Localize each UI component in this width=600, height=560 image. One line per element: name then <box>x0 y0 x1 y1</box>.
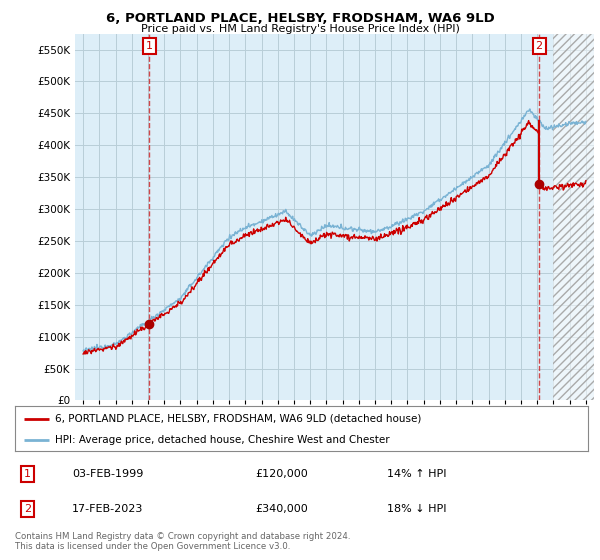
Text: 6, PORTLAND PLACE, HELSBY, FRODSHAM, WA6 9LD (detached house): 6, PORTLAND PLACE, HELSBY, FRODSHAM, WA6… <box>55 413 421 423</box>
Text: £340,000: £340,000 <box>256 504 308 514</box>
Text: 17-FEB-2023: 17-FEB-2023 <box>73 504 143 514</box>
Text: £120,000: £120,000 <box>256 469 308 479</box>
Text: Price paid vs. HM Land Registry's House Price Index (HPI): Price paid vs. HM Land Registry's House … <box>140 24 460 34</box>
Text: 2: 2 <box>536 41 543 51</box>
Text: 03-FEB-1999: 03-FEB-1999 <box>73 469 143 479</box>
Text: 6, PORTLAND PLACE, HELSBY, FRODSHAM, WA6 9LD: 6, PORTLAND PLACE, HELSBY, FRODSHAM, WA6… <box>106 12 494 25</box>
Text: 2: 2 <box>24 504 31 514</box>
Text: 14% ↑ HPI: 14% ↑ HPI <box>388 469 447 479</box>
Bar <box>553 34 594 400</box>
Text: 1: 1 <box>24 469 31 479</box>
Text: 18% ↓ HPI: 18% ↓ HPI <box>388 504 447 514</box>
Text: Contains HM Land Registry data © Crown copyright and database right 2024.
This d: Contains HM Land Registry data © Crown c… <box>15 532 350 552</box>
Text: 1: 1 <box>146 41 153 51</box>
Text: HPI: Average price, detached house, Cheshire West and Chester: HPI: Average price, detached house, Ches… <box>55 435 390 445</box>
